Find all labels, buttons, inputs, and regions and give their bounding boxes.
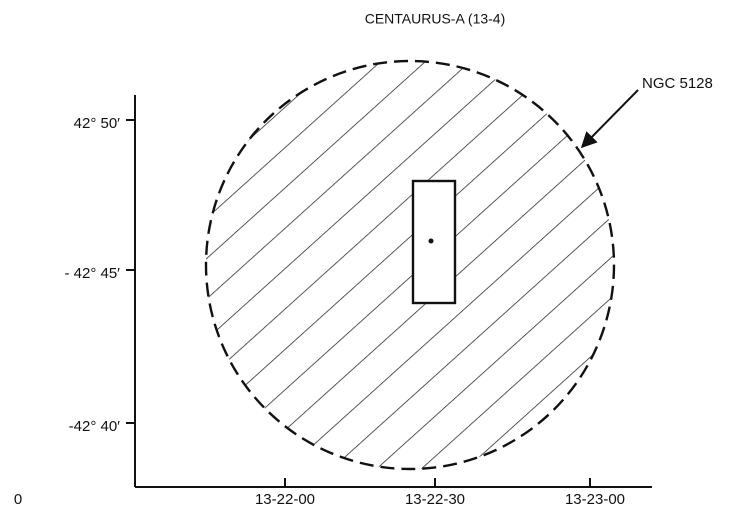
- y-label: - 42° 45′: [64, 265, 120, 282]
- origin-label: 0: [14, 491, 22, 508]
- x-label: 13-22-00: [255, 491, 315, 508]
- title: CENTAURUS-A (13-4): [365, 11, 506, 27]
- x-label: 13-23-00: [565, 491, 625, 508]
- annotation: NGC 5128: [642, 75, 713, 92]
- source-circle: [204, 59, 616, 471]
- hatched-region: [206, 61, 614, 469]
- x-label: 13-22-30: [405, 491, 465, 508]
- y-label: -42° 40′: [69, 418, 121, 435]
- field-box: [411, 179, 457, 305]
- center-dot: [428, 238, 434, 244]
- y-label: 42° 50′: [74, 115, 121, 132]
- annotation-arrow: [580, 89, 639, 149]
